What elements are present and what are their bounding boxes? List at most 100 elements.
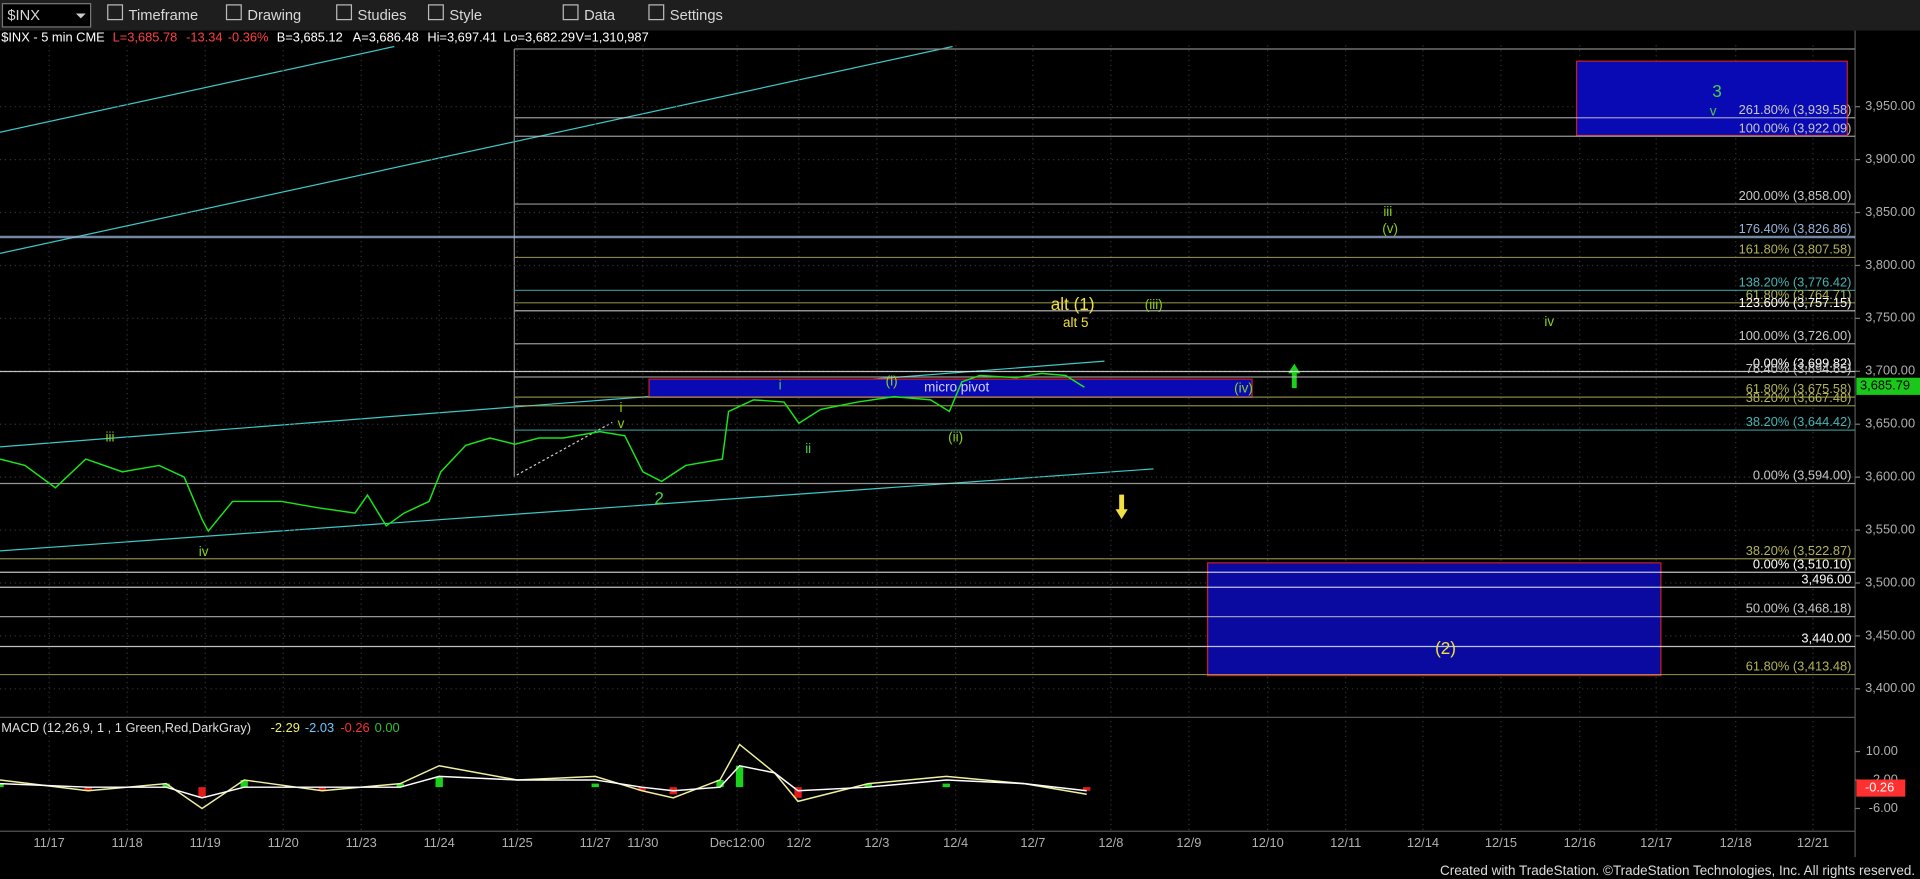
y-tick-label: 3,700.00 [1865, 363, 1915, 378]
x-tick-label: 11/18 [112, 835, 143, 850]
histogram-bar [638, 787, 646, 791]
x-tick-label: 12/18 [1720, 835, 1752, 850]
wave-label: alt 5 [1063, 315, 1088, 330]
x-tick-label: 12/14 [1407, 835, 1439, 850]
target-box [1206, 562, 1662, 677]
toolbar-button[interactable] [225, 4, 242, 21]
x-tick-label: 12/8 [1098, 835, 1123, 850]
histogram-bar [0, 783, 4, 788]
x-tick-label: 11/24 [424, 835, 455, 850]
down-arrow [1115, 494, 1128, 520]
symbol-input[interactable]: $INX [7, 8, 40, 24]
fib-label: 161.80% (3,807.58) [1739, 241, 1852, 256]
fib-label: 0.00% (3,510.10) [1753, 556, 1852, 571]
y-tick-label: 3,950.00 [1865, 98, 1915, 113]
box-label: micro pivot [924, 380, 989, 395]
wave-label: v [1710, 104, 1717, 119]
toolbar-button[interactable] [107, 4, 124, 21]
wave-label: iv [1544, 314, 1554, 329]
symbol-box[interactable] [1, 3, 92, 28]
wave-label: (i) [886, 373, 898, 388]
x-tick-label: 11/25 [502, 835, 533, 850]
wave-label: 3 [1712, 81, 1722, 101]
histogram-bar [435, 776, 443, 788]
fib-label: 100.00% (3,922.09) [1739, 120, 1852, 135]
header-bar [0, 30, 1920, 46]
histogram-bar [84, 787, 92, 791]
fib-label: 61.80% (3,675.58) [1746, 381, 1852, 396]
x-tick-label: 11/17 [34, 835, 65, 850]
histogram-bar [591, 783, 599, 788]
histogram-bar [942, 783, 950, 788]
toolbar-button-label[interactable]: Style [449, 8, 482, 24]
wave-label: (v) [1382, 221, 1398, 236]
price-line [0, 372, 1085, 533]
x-tick-label: 12/9 [1176, 835, 1201, 850]
footer-text: Created with TradeStation. ©TradeStation… [1440, 863, 1915, 878]
x-tick-label: 12/7 [1020, 835, 1045, 850]
x-tick-label: Dec12:00 [710, 835, 765, 850]
toolbar-button-label[interactable]: Settings [670, 8, 723, 24]
x-tick-label: 12/21 [1797, 835, 1829, 850]
histogram-bar [794, 787, 802, 798]
macd-value-label: -0.26 [1865, 779, 1894, 794]
y-tick-label: 3,600.00 [1865, 469, 1915, 484]
y-tick-label: 3,450.00 [1865, 627, 1915, 642]
trend-line [0, 360, 1105, 448]
histogram-bar [198, 787, 206, 798]
last-value-tag [1856, 377, 1920, 395]
fib-label: 176.40% (3,826.86) [1739, 221, 1852, 236]
x-tick-label: 12/17 [1640, 835, 1672, 850]
chart-layer: $INX - 5 min CME L=3,685.78 -13.34 -0.36% B=… [0, 29, 1920, 850]
y-tick-label: 3,400.00 [1865, 680, 1915, 695]
histogram-bar [864, 783, 872, 788]
fib-label: 0.00% (3,594.00) [1753, 468, 1852, 483]
fib-label: 3,440.00 [1801, 631, 1851, 646]
wave-label: (iv) [1234, 380, 1253, 395]
fib-label: 100.00% (3,726.00) [1739, 328, 1852, 343]
wave-label: (ii) [948, 430, 963, 445]
x-tick-label: 12/16 [1564, 835, 1596, 850]
wave-label: iii [106, 430, 115, 445]
trend-line [0, 45, 395, 133]
x-tick-label: 11/19 [190, 835, 221, 850]
header-readout: Lo=3,682.29 [503, 29, 575, 44]
up-arrow [1288, 363, 1301, 389]
toolbar-button-label[interactable]: Data [584, 8, 616, 24]
histogram-bar [1083, 787, 1091, 791]
wave-label: iv [199, 544, 209, 559]
histogram-bar [240, 780, 248, 788]
toolbar-button[interactable] [336, 4, 353, 21]
dropdown-icon [75, 13, 86, 19]
histogram-bar [716, 780, 724, 788]
x-tick-label: 12/15 [1485, 835, 1517, 850]
y-tick-label: 3,550.00 [1865, 521, 1915, 536]
y-tick-label: 3,900.00 [1865, 151, 1915, 166]
header-readout: A=3,686.48 [353, 29, 419, 44]
histogram-bar [162, 783, 170, 788]
toolbar-button-label[interactable]: Timeframe [129, 8, 199, 24]
macd-readout: -2.29 [271, 720, 300, 735]
wave-label: 2 [654, 488, 664, 508]
header-readout: -0.36% [228, 29, 269, 44]
header-readout: -13.34 [186, 29, 222, 44]
header-readout: L=3,685.78 [113, 29, 178, 44]
y-tick-label: -6.00 [1869, 800, 1898, 815]
toolbar-button[interactable] [427, 4, 444, 21]
toolbar-button[interactable] [562, 4, 579, 21]
x-tick-label: 12/3 [864, 835, 889, 850]
dotted-line [516, 421, 613, 476]
trend-line [0, 45, 953, 255]
header-readout: $INX - 5 min CME [1, 29, 105, 44]
toolbar-button[interactable] [648, 4, 665, 21]
toolbar-button-label[interactable]: Drawing [247, 8, 301, 24]
toolbar-button-label[interactable]: Studies [358, 8, 407, 24]
header-readout: V=1,310,987 [576, 29, 649, 44]
x-tick-label: 12/10 [1252, 835, 1284, 850]
price-line [0, 764, 1087, 799]
macd-readout: -0.26 [340, 720, 369, 735]
fib-label: 61.80% (3,413.48) [1746, 659, 1852, 674]
y-tick-label: 3,750.00 [1865, 310, 1915, 325]
